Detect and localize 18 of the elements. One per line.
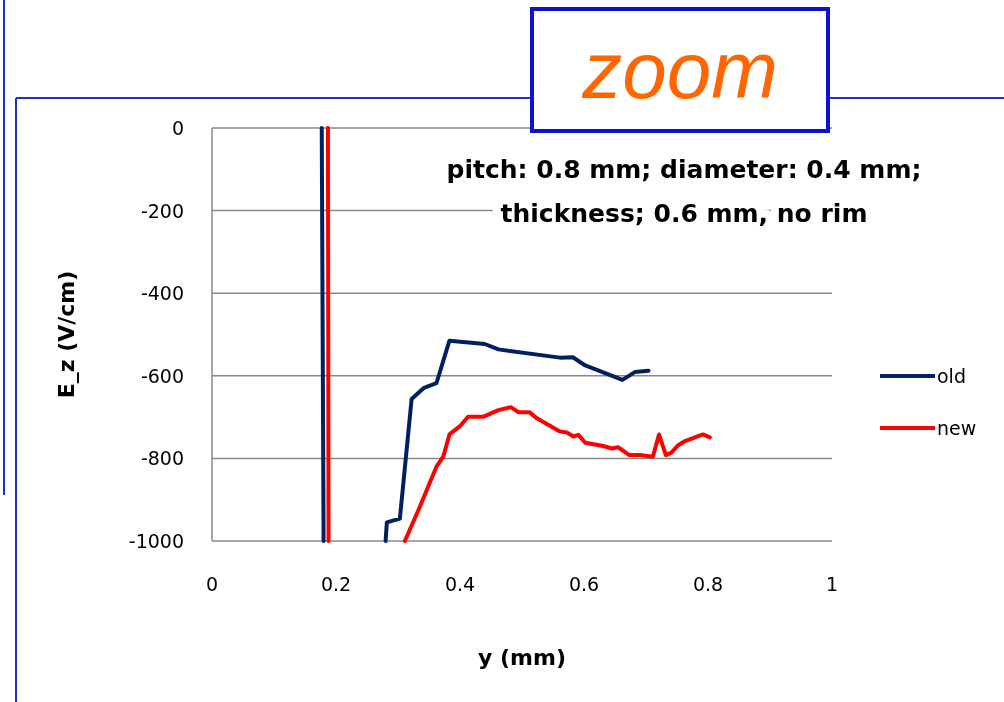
y-tick-label: -1000: [128, 530, 184, 552]
x-tick-label: 1: [825, 573, 839, 595]
x-axis-title: y (mm): [478, 645, 566, 670]
y-tick-label: 0: [171, 117, 184, 139]
x-tick-label: 0.6: [568, 573, 600, 595]
text: zoom: [581, 26, 778, 115]
y-tick-label: -800: [140, 447, 184, 470]
y-tick-label: -400: [140, 282, 184, 305]
y-axis-title: E_z (V/cm): [54, 270, 79, 399]
x-tick-label: 0: [205, 573, 219, 595]
legend-label: old: [937, 365, 966, 387]
y-tick-label: -200: [140, 199, 184, 222]
annotation: pitch: 0.8 mm; diameter: 0.4 mm; thickness; 0.6 mm, no rim: [446, 155, 922, 228]
legend-label: new: [937, 417, 977, 439]
x-tick-label: 0.2: [320, 573, 352, 595]
x-tick-label: 0.8: [692, 573, 724, 595]
x-tick-label: 0.4: [444, 573, 476, 595]
y-tick-label: -600: [140, 364, 184, 387]
